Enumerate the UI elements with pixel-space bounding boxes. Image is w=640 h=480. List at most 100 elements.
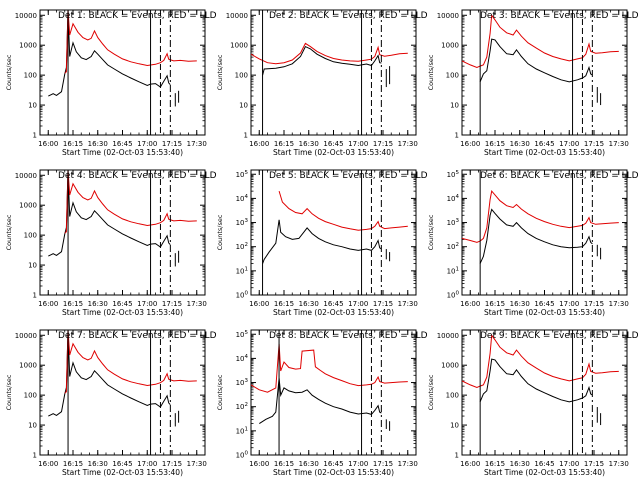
y-tick-label: 103	[447, 218, 460, 227]
y-tick-label: 104	[236, 194, 249, 203]
x-tick-label: 17:30	[187, 140, 207, 148]
x-tick-label: 17:30	[609, 300, 629, 308]
panel-title: Det 2: BLACK = Events, RED = LLD	[269, 11, 428, 21]
plot-frame	[250, 329, 417, 456]
y-tick-label: 105	[236, 330, 249, 339]
y-tick-label: 103	[236, 378, 249, 387]
x-tick-label: 16:00	[249, 140, 269, 148]
x-tick-label: 16:00	[460, 460, 480, 468]
y-tick-label: 10	[28, 422, 37, 430]
x-axis-label: Start Time (02-Oct-03 15:53:40)	[62, 148, 183, 157]
x-tick-label: 17:00	[559, 300, 579, 308]
x-tick-label: 17:00	[137, 140, 157, 148]
x-tick-label: 17:00	[559, 460, 579, 468]
y-tick-label: 104	[447, 194, 460, 203]
panel-title: Det 1: BLACK = Events, RED = LLD	[58, 11, 217, 21]
lld-series-line	[278, 190, 408, 231]
events-series-line	[262, 219, 382, 264]
y-tick-label: 10	[450, 102, 459, 110]
panel-title: Det 9: BLACK = Events, RED = LLD	[480, 331, 639, 341]
detector-panel-7: 1 10 100 1000 10000 16:00 16:15 16:30 16:45 17:00…	[5, 329, 217, 477]
detector-panel-6: 100 101 102 103 104 105 16:00 16:15 16:30 16:45 17…	[427, 169, 639, 317]
y-axis-label: Counts/sec	[427, 214, 435, 250]
y-tick-label: 101	[236, 426, 248, 435]
detector-panel-9: 1 10 100 1000 10000 16:00 16:15 16:30 16:45 17:00…	[427, 329, 639, 477]
y-tick-label: 102	[236, 242, 248, 251]
y-tick-label: 100	[446, 72, 459, 80]
x-tick-label: 16:00	[38, 140, 58, 148]
x-tick-label: 17:30	[609, 140, 629, 148]
events-series-line	[479, 38, 593, 83]
x-tick-label: 17:15	[162, 140, 182, 148]
x-tick-label: 17:00	[559, 140, 579, 148]
y-tick-label: 1	[33, 132, 37, 140]
x-tick-label: 16:15	[63, 140, 83, 148]
lld-series-line	[64, 330, 197, 394]
y-tick-label: 100	[236, 291, 249, 300]
events-series-line	[262, 45, 382, 76]
x-tick-label: 16:45	[534, 460, 554, 468]
y-tick-label: 10	[239, 102, 248, 110]
y-tick-label: 1000	[19, 202, 37, 210]
events-series-line	[479, 358, 593, 403]
x-axis-label: Start Time (02-Oct-03 15:53:40)	[273, 148, 394, 157]
x-tick-label: 17:00	[348, 140, 368, 148]
y-axis-label: Counts/sec	[216, 54, 224, 90]
detector-panel-3: 1 10 100 1000 10000 16:00 16:15 16:30 16:45 17:00…	[427, 9, 639, 157]
x-tick-label: 16:15	[274, 140, 294, 148]
events-series-line	[479, 208, 593, 264]
y-tick-label: 100	[235, 72, 248, 80]
plot-frame	[250, 169, 417, 296]
x-tick-label: 17:15	[373, 140, 393, 148]
y-tick-label: 1000	[441, 42, 459, 50]
y-tick-label: 1	[33, 452, 37, 460]
y-tick-label: 104	[236, 354, 249, 363]
x-tick-label: 17:00	[348, 300, 368, 308]
x-axis-label: Start Time (02-Oct-03 15:53:40)	[484, 148, 605, 157]
y-tick-label: 10000	[15, 332, 37, 340]
events-series-line	[48, 330, 171, 417]
detector-panel-8: 100 101 102 103 104 105 16:00 16:15 16:30 16:45 17…	[216, 329, 428, 477]
x-tick-label: 17:15	[584, 300, 604, 308]
x-tick-label: 17:30	[187, 460, 207, 468]
plot-frame	[461, 169, 628, 296]
y-tick-label: 10000	[15, 172, 37, 180]
detector-panel-2: 1 10 100 1000 10000 16:00 16:15 16:30 16:45 17:00…	[216, 9, 428, 157]
lld-series-line	[64, 170, 197, 234]
x-tick-label: 16:30	[299, 140, 319, 148]
panel-title: Det 5: BLACK = Events, RED = LLD	[269, 171, 428, 181]
x-tick-label: 17:30	[609, 460, 629, 468]
events-series-line	[48, 10, 171, 97]
x-axis-label: Start Time (02-Oct-03 15:53:40)	[273, 308, 394, 317]
x-tick-label: 17:30	[398, 300, 418, 308]
plot-area	[251, 10, 416, 135]
x-tick-label: 16:00	[460, 140, 480, 148]
x-tick-label: 16:00	[38, 460, 58, 468]
lld-series-line	[462, 189, 619, 243]
x-tick-label: 16:15	[485, 140, 505, 148]
x-tick-label: 16:30	[510, 140, 530, 148]
x-tick-label: 16:30	[299, 460, 319, 468]
y-tick-label: 1	[455, 132, 459, 140]
detector-panel-4: 1 10 100 1000 10000 16:00 16:15 16:30 16:45 17:00…	[5, 169, 217, 317]
x-tick-label: 17:15	[162, 300, 182, 308]
lld-series-line	[251, 343, 408, 393]
panel-title: Det 8: BLACK = Events, RED = LLD	[269, 331, 428, 341]
y-axis-label: Counts/sec	[427, 54, 435, 90]
x-tick-label: 16:15	[63, 300, 83, 308]
plot-area	[48, 170, 205, 295]
x-axis-label: Start Time (02-Oct-03 15:53:40)	[484, 468, 605, 477]
x-tick-label: 16:45	[323, 140, 343, 148]
x-tick-label: 16:45	[112, 460, 132, 468]
x-tick-label: 16:30	[88, 460, 108, 468]
x-axis-label: Start Time (02-Oct-03 15:53:40)	[273, 468, 394, 477]
x-tick-label: 16:00	[249, 460, 269, 468]
x-tick-label: 17:15	[373, 460, 393, 468]
y-axis-label: Counts/sec	[216, 374, 224, 410]
y-tick-label: 1	[455, 452, 459, 460]
x-tick-label: 17:00	[137, 300, 157, 308]
x-tick-label: 17:15	[162, 460, 182, 468]
y-tick-label: 1	[33, 292, 37, 300]
x-tick-label: 17:00	[137, 460, 157, 468]
y-axis-label: Counts/sec	[216, 214, 224, 250]
